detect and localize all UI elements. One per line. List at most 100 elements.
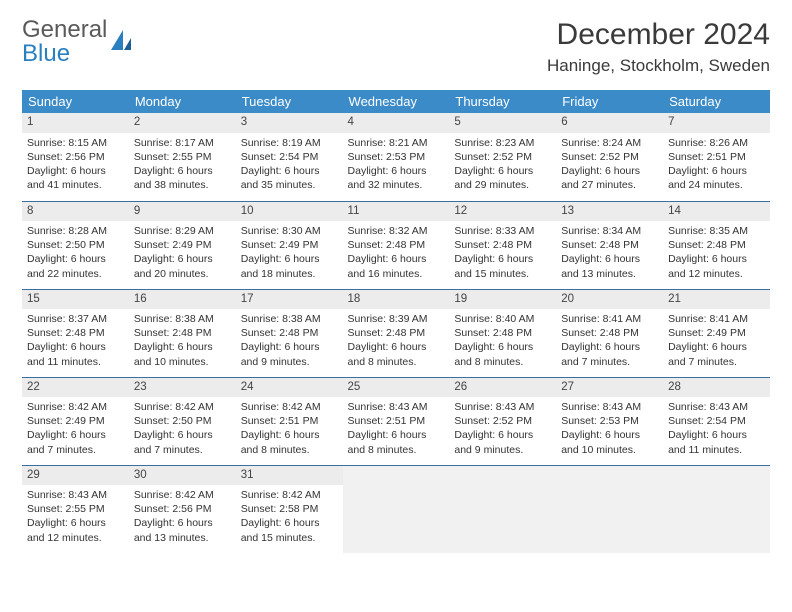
day-number: 29 <box>22 466 129 486</box>
logo-text-2: Blue <box>22 40 70 67</box>
calendar-day-cell: 7Sunrise: 8:26 AMSunset: 2:51 PMDaylight… <box>663 113 770 201</box>
calendar-week-row: 15Sunrise: 8:37 AMSunset: 2:48 PMDayligh… <box>22 289 770 377</box>
calendar-day-cell: 22Sunrise: 8:42 AMSunset: 2:49 PMDayligh… <box>22 377 129 465</box>
daylight-text: Daylight: 6 hours <box>668 164 765 178</box>
calendar-day-cell: 29Sunrise: 8:43 AMSunset: 2:55 PMDayligh… <box>22 465 129 553</box>
calendar-day-cell: 19Sunrise: 8:40 AMSunset: 2:48 PMDayligh… <box>449 289 556 377</box>
daylight-text: and 20 minutes. <box>134 267 231 281</box>
sunrise-text: Sunrise: 8:33 AM <box>454 224 551 238</box>
day-number: 4 <box>343 113 450 133</box>
sunrise-text: Sunrise: 8:29 AM <box>134 224 231 238</box>
sunrise-text: Sunrise: 8:32 AM <box>348 224 445 238</box>
sunrise-text: Sunrise: 8:39 AM <box>348 312 445 326</box>
sunset-text: Sunset: 2:48 PM <box>668 238 765 252</box>
day-header: Saturday <box>663 90 770 113</box>
daylight-text: and 13 minutes. <box>134 531 231 545</box>
daylight-text: Daylight: 6 hours <box>241 428 338 442</box>
day-number: 10 <box>236 202 343 222</box>
day-number: 31 <box>236 466 343 486</box>
calendar-day-cell: 1Sunrise: 8:15 AMSunset: 2:56 PMDaylight… <box>22 113 129 201</box>
calendar-day-cell: 6Sunrise: 8:24 AMSunset: 2:52 PMDaylight… <box>556 113 663 201</box>
day-number: 25 <box>343 378 450 398</box>
calendar-day-cell: 13Sunrise: 8:34 AMSunset: 2:48 PMDayligh… <box>556 201 663 289</box>
daylight-text: and 10 minutes. <box>134 355 231 369</box>
sunset-text: Sunset: 2:53 PM <box>561 414 658 428</box>
daylight-text: Daylight: 6 hours <box>348 252 445 266</box>
daylight-text: Daylight: 6 hours <box>348 164 445 178</box>
day-number: 8 <box>22 202 129 222</box>
day-number: 19 <box>449 290 556 310</box>
daylight-text: and 7 minutes. <box>668 355 765 369</box>
calendar-day-cell: 3Sunrise: 8:19 AMSunset: 2:54 PMDaylight… <box>236 113 343 201</box>
daylight-text: Daylight: 6 hours <box>134 164 231 178</box>
daylight-text: and 38 minutes. <box>134 178 231 192</box>
daylight-text: and 10 minutes. <box>561 443 658 457</box>
sunrise-text: Sunrise: 8:42 AM <box>134 400 231 414</box>
sunset-text: Sunset: 2:48 PM <box>241 326 338 340</box>
calendar-day-cell: 5Sunrise: 8:23 AMSunset: 2:52 PMDaylight… <box>449 113 556 201</box>
day-number: 3 <box>236 113 343 133</box>
daylight-text: Daylight: 6 hours <box>668 340 765 354</box>
daylight-text: Daylight: 6 hours <box>241 340 338 354</box>
page-header: General Blue December 2024 Haninge, Stoc… <box>22 18 770 76</box>
daylight-text: Daylight: 6 hours <box>454 252 551 266</box>
calendar-day-cell: 21Sunrise: 8:41 AMSunset: 2:49 PMDayligh… <box>663 289 770 377</box>
daylight-text: and 24 minutes. <box>668 178 765 192</box>
calendar-day-cell: 12Sunrise: 8:33 AMSunset: 2:48 PMDayligh… <box>449 201 556 289</box>
daylight-text: Daylight: 6 hours <box>27 428 124 442</box>
daylight-text: Daylight: 6 hours <box>134 516 231 530</box>
calendar-day-cell: 25Sunrise: 8:43 AMSunset: 2:51 PMDayligh… <box>343 377 450 465</box>
daylight-text: and 15 minutes. <box>241 531 338 545</box>
day-number: 5 <box>449 113 556 133</box>
calendar-day-cell: 27Sunrise: 8:43 AMSunset: 2:53 PMDayligh… <box>556 377 663 465</box>
daylight-text: and 9 minutes. <box>454 443 551 457</box>
sunset-text: Sunset: 2:53 PM <box>348 150 445 164</box>
sunrise-text: Sunrise: 8:30 AM <box>241 224 338 238</box>
sunset-text: Sunset: 2:49 PM <box>668 326 765 340</box>
daylight-text: and 12 minutes. <box>27 531 124 545</box>
daylight-text: Daylight: 6 hours <box>241 164 338 178</box>
day-number: 13 <box>556 202 663 222</box>
day-number: 24 <box>236 378 343 398</box>
sunrise-text: Sunrise: 8:40 AM <box>454 312 551 326</box>
daylight-text: Daylight: 6 hours <box>27 516 124 530</box>
daylight-text: Daylight: 6 hours <box>668 252 765 266</box>
calendar-day-cell: 26Sunrise: 8:43 AMSunset: 2:52 PMDayligh… <box>449 377 556 465</box>
day-number: 14 <box>663 202 770 222</box>
sunset-text: Sunset: 2:50 PM <box>134 414 231 428</box>
sunrise-text: Sunrise: 8:41 AM <box>561 312 658 326</box>
day-header: Sunday <box>22 90 129 113</box>
daylight-text: and 13 minutes. <box>561 267 658 281</box>
calendar-day-cell: 2Sunrise: 8:17 AMSunset: 2:55 PMDaylight… <box>129 113 236 201</box>
calendar-day-cell: 20Sunrise: 8:41 AMSunset: 2:48 PMDayligh… <box>556 289 663 377</box>
daylight-text: and 7 minutes. <box>561 355 658 369</box>
month-title: December 2024 <box>547 18 770 52</box>
day-number: 9 <box>129 202 236 222</box>
day-number: 15 <box>22 290 129 310</box>
daylight-text: and 18 minutes. <box>241 267 338 281</box>
sunrise-text: Sunrise: 8:34 AM <box>561 224 658 238</box>
daylight-text: Daylight: 6 hours <box>348 340 445 354</box>
daylight-text: and 12 minutes. <box>668 267 765 281</box>
day-number: 17 <box>236 290 343 310</box>
sunrise-text: Sunrise: 8:43 AM <box>348 400 445 414</box>
calendar-day-cell: 15Sunrise: 8:37 AMSunset: 2:48 PMDayligh… <box>22 289 129 377</box>
sunset-text: Sunset: 2:55 PM <box>27 502 124 516</box>
daylight-text: Daylight: 6 hours <box>454 428 551 442</box>
calendar-day-cell: 10Sunrise: 8:30 AMSunset: 2:49 PMDayligh… <box>236 201 343 289</box>
calendar-day-cell: 9Sunrise: 8:29 AMSunset: 2:49 PMDaylight… <box>129 201 236 289</box>
sunrise-text: Sunrise: 8:41 AM <box>668 312 765 326</box>
sunset-text: Sunset: 2:55 PM <box>134 150 231 164</box>
sunrise-text: Sunrise: 8:43 AM <box>454 400 551 414</box>
daylight-text: and 27 minutes. <box>561 178 658 192</box>
daylight-text: Daylight: 6 hours <box>561 252 658 266</box>
daylight-text: Daylight: 6 hours <box>561 164 658 178</box>
calendar-week-row: 8Sunrise: 8:28 AMSunset: 2:50 PMDaylight… <box>22 201 770 289</box>
daylight-text: and 41 minutes. <box>27 178 124 192</box>
day-number: 1 <box>22 113 129 133</box>
daylight-text: Daylight: 6 hours <box>348 428 445 442</box>
daylight-text: Daylight: 6 hours <box>561 340 658 354</box>
sunrise-text: Sunrise: 8:24 AM <box>561 136 658 150</box>
sunrise-text: Sunrise: 8:28 AM <box>27 224 124 238</box>
daylight-text: Daylight: 6 hours <box>134 340 231 354</box>
